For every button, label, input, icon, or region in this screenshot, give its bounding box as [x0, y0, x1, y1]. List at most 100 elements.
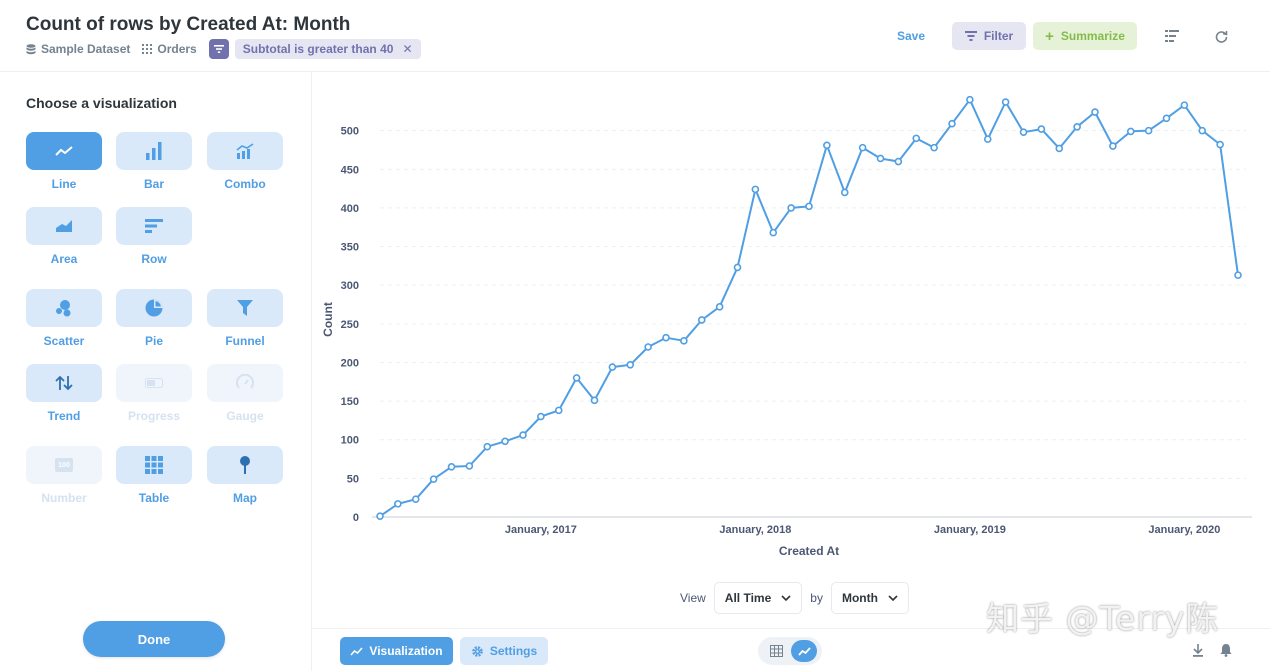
- viz-option-funnel[interactable]: Funnel: [206, 289, 284, 348]
- number-icon: 100: [55, 458, 73, 472]
- data-point: [644, 343, 652, 351]
- data-point: [680, 337, 688, 345]
- line-icon: [350, 646, 364, 656]
- viz-option-label: Number: [41, 491, 87, 505]
- y-axis-title: Count: [321, 302, 335, 337]
- breadcrumb-table[interactable]: Orders: [142, 42, 197, 56]
- data-point: [966, 95, 974, 104]
- viz-option-label: Line: [51, 177, 77, 191]
- viz-option-label: Bar: [143, 177, 164, 191]
- data-point: [501, 437, 509, 446]
- scatter-icon: [56, 300, 71, 317]
- data-point: [590, 396, 599, 405]
- data-point: [411, 495, 420, 504]
- data-point: [1091, 108, 1099, 116]
- data-point: [823, 141, 831, 150]
- viz-option-number: 100 Number: [25, 446, 103, 505]
- data-point: [715, 303, 724, 311]
- viz-option-label: Map: [233, 491, 257, 505]
- viz-option-table[interactable]: Table: [115, 446, 193, 505]
- notebook-icon[interactable]: [1164, 28, 1180, 44]
- data-point: [608, 363, 617, 371]
- data-point: [1109, 142, 1117, 150]
- data-point: [948, 119, 956, 128]
- line-icon: [797, 646, 811, 656]
- y-tick-label: 150: [341, 396, 359, 408]
- visualization-button[interactable]: Visualization: [340, 637, 453, 665]
- data-point: [394, 500, 402, 508]
- trend-icon: [55, 375, 73, 391]
- summarize-button-label: Summarize: [1060, 29, 1125, 43]
- viz-option-label: Gauge: [226, 409, 264, 423]
- y-tick-label: 400: [341, 203, 359, 215]
- settings-button[interactable]: Settings: [460, 637, 548, 665]
- data-point: [751, 185, 760, 194]
- viz-option-area[interactable]: Area: [25, 207, 103, 266]
- viz-option-label: Combo: [224, 177, 266, 191]
- breadcrumb-database-label: Sample Dataset: [41, 42, 131, 56]
- bar-icon: [146, 142, 162, 160]
- y-tick-label: 100: [341, 435, 359, 447]
- breadcrumb-database[interactable]: Sample Dataset: [26, 42, 130, 56]
- y-tick-label: 300: [341, 280, 359, 292]
- by-label: by: [810, 591, 823, 605]
- table-view-toggle[interactable]: [763, 640, 789, 662]
- view-label: View: [680, 591, 706, 605]
- data-point: [733, 263, 742, 272]
- viz-option-gauge: Gauge: [206, 364, 284, 423]
- area-icon: [56, 220, 72, 232]
- close-icon[interactable]: ✕: [402, 42, 413, 56]
- viz-option-combo[interactable]: Combo: [206, 132, 284, 191]
- x-tick-label: January, 2020: [1148, 524, 1220, 536]
- gauge-icon: [236, 374, 254, 389]
- viz-option-label: Progress: [127, 409, 181, 423]
- settings-button-label: Settings: [489, 644, 538, 658]
- data-point: [1126, 127, 1135, 136]
- viz-option-trend[interactable]: Trend: [25, 364, 103, 423]
- y-tick-label: 450: [341, 164, 359, 176]
- data-point: [572, 374, 581, 382]
- y-tick-label: 250: [341, 319, 359, 331]
- filter-toggle-icon[interactable]: [208, 39, 229, 59]
- line-icon: [55, 146, 73, 156]
- y-tick-label: 0: [353, 512, 359, 524]
- viz-option-map[interactable]: Map: [206, 446, 284, 505]
- data-point: [1073, 122, 1081, 131]
- filter-button[interactable]: Filter: [952, 22, 1026, 50]
- query-header: Count of rows by Created At: Month Sampl…: [0, 0, 1270, 72]
- viz-option-progress: Progress: [115, 364, 193, 423]
- data-point: [626, 360, 635, 369]
- watermark: 知乎 @Terry陈: [986, 599, 1220, 638]
- time-unit-select[interactable]: Month: [830, 582, 909, 614]
- data-point: [805, 202, 813, 211]
- viz-option-label: Trend: [47, 409, 81, 423]
- table-icon: [769, 645, 783, 657]
- done-button[interactable]: Done: [83, 621, 225, 657]
- download-icon[interactable]: [1192, 644, 1204, 662]
- data-point: [1180, 101, 1189, 109]
- viz-option-line[interactable]: Line: [25, 132, 103, 191]
- viz-option-pie[interactable]: Pie: [115, 289, 193, 348]
- series-line: [379, 98, 1239, 518]
- data-point: [840, 188, 849, 197]
- line-chart[interactable]: 0 50 100 150 200 250 300 350 400 450 500 January, 2…: [312, 72, 1270, 572]
- data-point: [519, 431, 527, 439]
- chart-view-toggle[interactable]: [791, 640, 817, 662]
- sidebar-title: Choose a visualization: [26, 95, 177, 111]
- data-point: [697, 316, 706, 324]
- time-range-select[interactable]: All Time: [713, 582, 803, 614]
- viz-option-row[interactable]: Row: [115, 207, 193, 266]
- summarize-button[interactable]: + Summarize: [1033, 22, 1137, 50]
- filter-pill[interactable]: Subtotal is greater than 40 ✕: [234, 39, 421, 59]
- save-button[interactable]: Save: [897, 29, 926, 43]
- bell-icon[interactable]: [1220, 643, 1232, 662]
- filter-pill-label: Subtotal is greater than 40: [242, 42, 394, 56]
- viz-option-bar[interactable]: Bar: [115, 132, 193, 191]
- chart-panel: 0 50 100 150 200 250 300 350 400 450 500 January, 2…: [312, 72, 1270, 671]
- data-point: [554, 406, 563, 415]
- viz-option-scatter[interactable]: Scatter: [25, 289, 103, 348]
- data-point: [376, 512, 384, 521]
- time-unit-value: Month: [841, 591, 878, 605]
- y-tick-label: 350: [341, 242, 359, 254]
- refresh-icon[interactable]: [1213, 28, 1229, 44]
